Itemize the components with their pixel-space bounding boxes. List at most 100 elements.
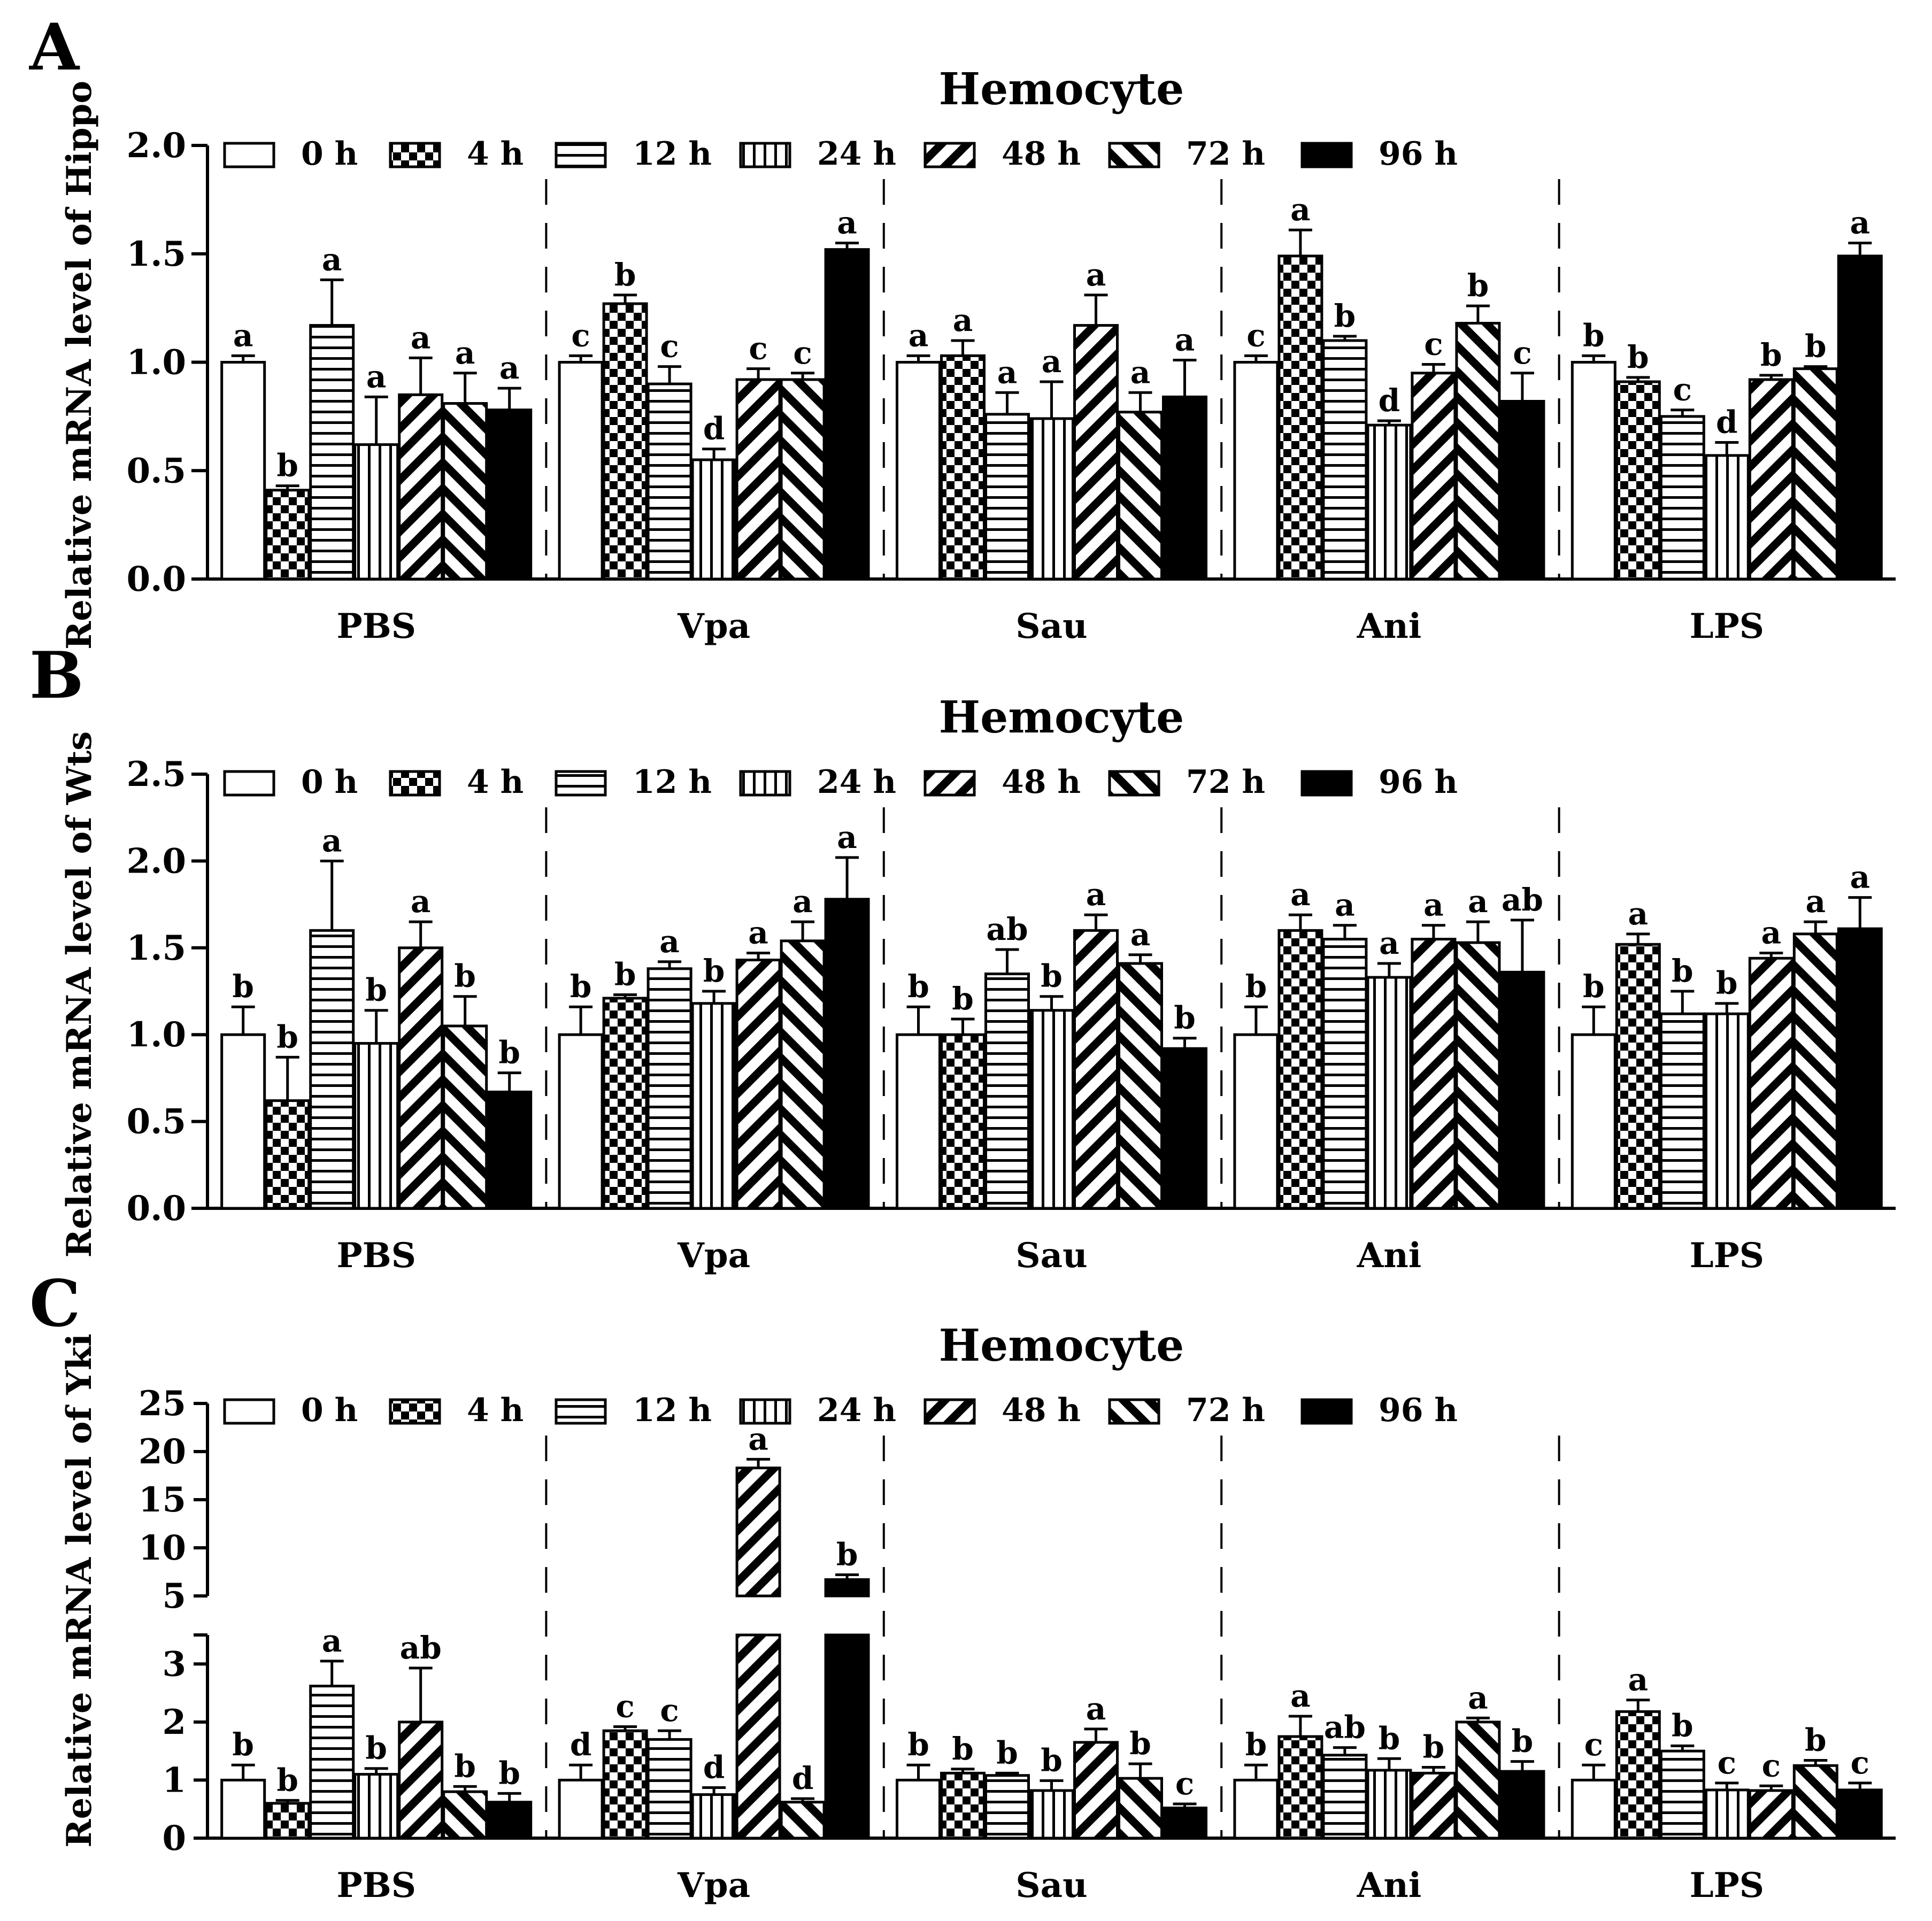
significance-label: b (614, 956, 636, 992)
bar (442, 402, 488, 581)
legend-swatch (739, 1398, 791, 1425)
significance-label: a (1042, 343, 1062, 380)
bar (940, 1771, 986, 1840)
bar (1748, 956, 1794, 1210)
y-tick-label: 15 (138, 1480, 186, 1520)
significance-label: a (1761, 915, 1782, 951)
panel-letter-b: B (29, 638, 83, 713)
legend-label: 96 h (1379, 135, 1458, 173)
legend-entry: 4 h (389, 1392, 524, 1429)
legend-label: 12 h (633, 1392, 712, 1429)
significance-label: a (909, 317, 929, 353)
bar (1411, 938, 1457, 1210)
significance-label: b (570, 968, 592, 1005)
significance-label: a (1335, 887, 1355, 923)
bar (220, 1778, 266, 1840)
bar (1366, 423, 1412, 581)
bar (691, 1002, 737, 1210)
bar (1233, 1778, 1279, 1840)
chart-title: Hemocyte (939, 64, 1184, 115)
bar (1455, 322, 1501, 581)
significance-label: d (570, 1726, 592, 1763)
x-tick-label: Ani (1357, 606, 1422, 646)
significance-label: d (1379, 382, 1400, 419)
x-tick-label: Ani (1357, 1236, 1422, 1276)
bar (1837, 927, 1883, 1210)
significance-label: b (498, 1755, 520, 1791)
significance-label: c (615, 1688, 634, 1725)
bar (1322, 938, 1368, 1210)
significance-label: b (365, 972, 387, 1008)
significance-label: a (322, 241, 342, 277)
significance-label: b (1041, 958, 1063, 994)
significance-label: d (703, 1749, 725, 1786)
bar (984, 973, 1030, 1210)
bar (1118, 411, 1163, 581)
bar (398, 1721, 444, 1840)
legend-label: 4 h (467, 763, 524, 801)
bar (1162, 395, 1207, 581)
significance-label: a (1086, 876, 1106, 913)
significance-label: c (1851, 1745, 1869, 1781)
legend-swatch (1108, 770, 1160, 797)
legend-entry: 12 h (555, 1392, 712, 1429)
x-tick-label: Sau (1015, 1236, 1087, 1276)
bar (265, 1099, 311, 1210)
legend-label: 4 h (467, 135, 524, 173)
bar (265, 489, 311, 581)
bar (487, 408, 533, 581)
panel-a: Hemocyte Relative mRNA level of Hippo 0 h 4… (59, 64, 1896, 650)
bar (1118, 962, 1163, 1210)
bar (1162, 1047, 1207, 1210)
bar (1366, 976, 1412, 1210)
bar (1659, 1012, 1705, 1210)
y-tick-label: 2.5 (127, 754, 186, 794)
legend-entry: 96 h (1300, 763, 1458, 801)
bar (1659, 415, 1705, 581)
y-tick-label: 3 (162, 1644, 186, 1684)
significance-label: b (952, 981, 974, 1017)
significance-label: a (748, 1421, 768, 1457)
significance-label: b (1672, 1707, 1694, 1743)
significance-label: b (1245, 968, 1267, 1005)
significance-label: c (660, 1692, 679, 1729)
legend-entry: 24 h (739, 135, 896, 173)
bar (1659, 1749, 1705, 1840)
significance-label: ab (986, 911, 1028, 947)
significance-label: b (454, 1748, 476, 1784)
legend-label: 0 h (301, 1392, 358, 1429)
significance-label: b (1041, 1742, 1063, 1779)
significance-label: b (276, 448, 298, 484)
significance-label: b (1716, 965, 1738, 1001)
significance-label: a (837, 819, 857, 855)
legend-entry: 72 h (1108, 763, 1265, 801)
significance-label: a (837, 204, 857, 241)
bar (691, 1793, 737, 1840)
bar (602, 997, 648, 1210)
y-tick-label: 20 (138, 1432, 186, 1472)
bar (646, 967, 692, 1210)
legend-swatch (389, 770, 441, 797)
significance-label: a (1175, 321, 1195, 358)
legend-label: 72 h (1186, 135, 1265, 173)
bar (1748, 378, 1794, 581)
significance-label: b (232, 968, 254, 1005)
bar (558, 361, 604, 581)
x-tick-label: Vpa (677, 606, 750, 646)
legend-entry: 72 h (1108, 135, 1265, 173)
significance-label: a (1130, 354, 1151, 390)
legend-entry: 96 h (1300, 135, 1458, 173)
bar (1411, 1771, 1457, 1840)
bar (1792, 367, 1838, 581)
bar (1615, 1710, 1661, 1840)
significance-label: b (703, 953, 725, 989)
significance-label: b (1379, 1720, 1400, 1756)
bar (1499, 1770, 1545, 1840)
legend-swatch (555, 1398, 607, 1425)
bar (824, 1578, 870, 1598)
significance-label: c (1175, 1765, 1194, 1802)
significance-label: a (1290, 1678, 1311, 1714)
significance-label: a (1130, 916, 1151, 953)
bar (691, 458, 737, 581)
